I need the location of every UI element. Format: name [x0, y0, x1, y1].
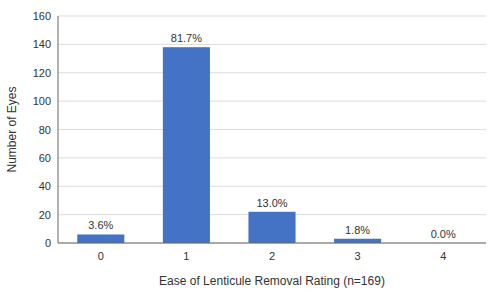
x-tick-label: 2 [269, 250, 275, 262]
grid-line [58, 101, 486, 102]
y-tick-label: 20 [39, 209, 51, 221]
chart-container: 0204060801001201401603.6%81.7%13.0%1.8%0… [0, 0, 500, 295]
grid-line [58, 16, 486, 17]
bar-annotation: 13.0% [256, 197, 287, 209]
x-axis-line [58, 243, 486, 244]
x-tick-label: 1 [183, 250, 189, 262]
grid-line [58, 186, 486, 187]
grid-line [58, 72, 486, 73]
y-axis-title: Number of Eyes [5, 86, 19, 172]
bars [77, 47, 381, 243]
grid-line [58, 129, 486, 130]
bar [248, 212, 295, 243]
y-tick-label: 60 [39, 152, 51, 164]
bar [77, 234, 124, 243]
y-tick-label: 80 [39, 124, 51, 136]
grid-line [58, 243, 486, 244]
x-axis-title: Ease of Lenticule Removal Rating (n=169) [159, 274, 385, 288]
grid-line [58, 44, 486, 45]
bar [334, 239, 381, 243]
x-tick-label: 3 [355, 250, 361, 262]
bar-annotation: 3.6% [88, 219, 113, 231]
y-tick-label: 140 [33, 38, 51, 50]
chart: 0204060801001201401603.6%81.7%13.0%1.8%0… [0, 0, 500, 295]
x-tick-label: 4 [440, 250, 446, 262]
y-axis-line [58, 16, 59, 243]
x-tick-label: 0 [98, 250, 104, 262]
bar-annotation: 0.0% [431, 228, 456, 240]
bar [163, 47, 210, 243]
grid-line [58, 157, 486, 158]
y-tick-label: 100 [33, 95, 51, 107]
bar-annotation: 1.8% [345, 224, 370, 236]
grid [58, 16, 486, 243]
y-tick-label: 0 [45, 237, 51, 249]
y-tick-label: 40 [39, 180, 51, 192]
y-tick-label: 120 [33, 67, 51, 79]
bar-annotation: 81.7% [171, 32, 202, 44]
y-tick-label: 160 [33, 10, 51, 22]
